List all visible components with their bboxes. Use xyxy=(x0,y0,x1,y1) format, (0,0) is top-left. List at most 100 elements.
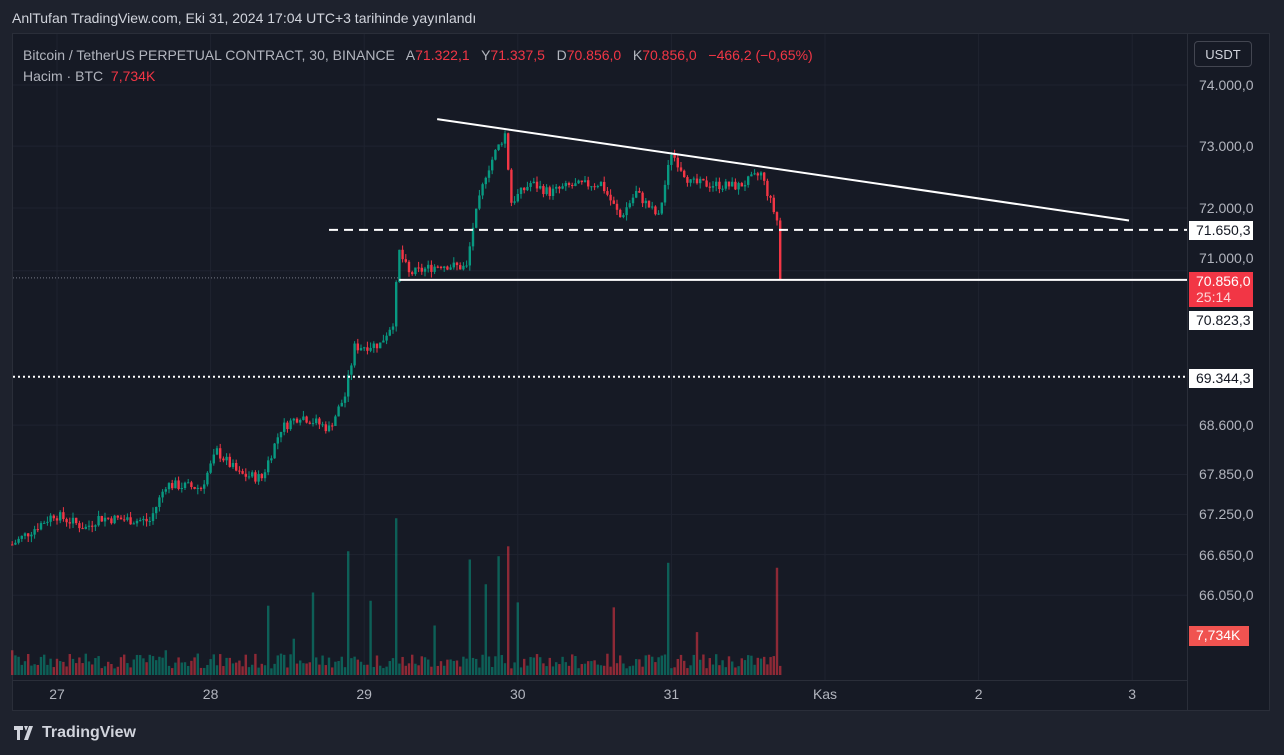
candle-body xyxy=(574,183,577,187)
volume-bar xyxy=(532,657,535,675)
candle-body xyxy=(439,266,443,269)
volume-bar xyxy=(737,666,740,675)
candle-body xyxy=(103,517,107,522)
volume-bar xyxy=(628,666,631,675)
volume-bar xyxy=(87,661,91,675)
candle-body xyxy=(385,335,388,341)
volume-bar xyxy=(36,664,39,675)
candle-body xyxy=(276,437,279,444)
candle-body xyxy=(699,178,702,184)
volume-bar xyxy=(286,667,289,675)
time-tick-label: 31 xyxy=(663,686,680,702)
volume-bar xyxy=(49,658,52,675)
volume-bar xyxy=(622,663,625,675)
volume-bar xyxy=(503,663,507,675)
volume-bar xyxy=(241,666,244,675)
volume-bar xyxy=(295,663,299,675)
volume-bar xyxy=(302,663,305,675)
logo-text: TradingView xyxy=(42,724,136,741)
volume-bar xyxy=(20,664,23,675)
volume-bar xyxy=(654,662,657,675)
candle-body xyxy=(359,348,363,351)
candle-body xyxy=(583,180,587,183)
candle-body xyxy=(686,177,689,183)
volume-bar xyxy=(619,655,622,675)
candle-body xyxy=(433,266,436,272)
candle-body xyxy=(468,246,471,266)
candle-body xyxy=(404,259,407,262)
candle-body xyxy=(657,213,660,215)
candle-body xyxy=(244,473,247,477)
volume-bar xyxy=(423,657,427,675)
candle-body xyxy=(215,448,219,455)
currency-button[interactable]: USDT xyxy=(1194,41,1252,67)
volume-bar xyxy=(593,660,596,675)
candle-body xyxy=(407,261,411,273)
candle-body xyxy=(660,202,663,214)
last-price-label: 70.856,0 25:14 xyxy=(1189,272,1253,307)
volume-bar xyxy=(523,658,526,675)
candle-body xyxy=(529,183,532,187)
candle-body xyxy=(353,343,356,366)
candle-body xyxy=(78,523,81,529)
volume-bar xyxy=(30,665,33,675)
volume-bar xyxy=(673,667,676,675)
volume-bar xyxy=(430,666,433,675)
candle-body xyxy=(667,164,670,185)
price-tick-label: 66.650,0 xyxy=(1199,546,1254,563)
candle-body xyxy=(199,487,203,489)
candle-body xyxy=(590,186,593,188)
volume-bar xyxy=(695,632,699,675)
volume-bar xyxy=(679,654,683,675)
volume-label[interactable]: Hacim · BTC xyxy=(23,68,104,84)
volume-bar xyxy=(590,661,593,675)
volume-bar xyxy=(401,656,404,675)
candle-body xyxy=(535,181,539,189)
candle-body xyxy=(254,472,257,482)
candle-body xyxy=(238,470,241,472)
volume-bar xyxy=(571,654,574,675)
price-line-label: 69.344,3 xyxy=(1189,369,1253,388)
price-tick-label: 71.000,0 xyxy=(1199,250,1254,266)
candle-body xyxy=(126,517,129,520)
volume-bar xyxy=(247,667,251,675)
candle-body xyxy=(321,424,324,426)
candle-body xyxy=(187,482,190,484)
candle-body xyxy=(46,521,49,523)
candle-body xyxy=(382,340,385,343)
price-axis-divider xyxy=(1187,34,1188,710)
volume-bar xyxy=(347,551,350,675)
volume-bar xyxy=(727,656,731,675)
volume-bar xyxy=(379,665,382,675)
volume-bar xyxy=(427,659,430,675)
candle-body xyxy=(775,212,779,221)
candle-body xyxy=(91,525,94,527)
candle-body xyxy=(564,183,567,187)
candle-body xyxy=(363,347,366,349)
volume-bar xyxy=(315,657,318,675)
volume-bar xyxy=(273,663,276,675)
volume-bar xyxy=(747,655,750,675)
tradingview-logo[interactable]: TradingView xyxy=(14,724,136,742)
volume-bar xyxy=(254,653,257,675)
volume-bar xyxy=(638,659,641,675)
candle-body xyxy=(532,181,535,184)
volume-bar xyxy=(123,654,126,675)
open-value: 71.322,1 xyxy=(415,47,470,63)
candle-body xyxy=(727,181,731,187)
candle-body xyxy=(375,343,379,349)
candle-body xyxy=(119,517,123,520)
candle-body xyxy=(599,181,603,187)
volume-bar xyxy=(596,664,599,675)
candle-body xyxy=(705,180,708,187)
volume-bar xyxy=(686,668,689,675)
candle-body xyxy=(567,183,571,186)
volume-bar xyxy=(452,660,455,675)
volume-bar xyxy=(17,656,20,675)
price-tick-label: 66.050,0 xyxy=(1199,587,1254,604)
price-tick-label: 67.850,0 xyxy=(1199,466,1254,483)
symbol-title[interactable]: Bitcoin / TetherUS PERPETUAL CONTRACT, 3… xyxy=(23,47,395,63)
candle-body xyxy=(414,267,417,275)
volume-bar xyxy=(660,655,663,675)
